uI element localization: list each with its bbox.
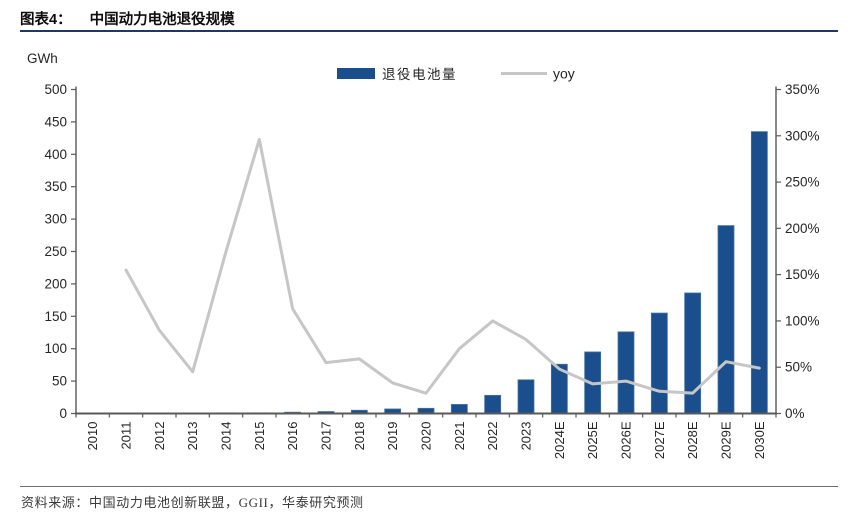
right-axis-tick-label: 0%	[785, 406, 805, 421]
x-axis-label-2028E: 2028E	[685, 421, 700, 459]
left-axis-tick-label: 50	[52, 374, 67, 389]
right-axis-tick-label: 150%	[785, 267, 820, 282]
x-axis-label-2021: 2021	[452, 422, 467, 451]
left-axis-tick-label: 400	[44, 147, 67, 162]
x-axis-label-2019: 2019	[385, 422, 400, 451]
left-axis-tick-label: 450	[44, 114, 67, 129]
x-axis-label-2016: 2016	[285, 422, 300, 451]
bar-2029E	[717, 225, 735, 414]
x-axis-label-2025E: 2025E	[585, 421, 600, 459]
yoy-line	[124, 137, 761, 395]
source-label: 资料来源：	[21, 495, 90, 510]
source-text: 中国动力电池创新联盟，GGII，华泰研究预测	[89, 495, 364, 510]
x-axis-label-2017: 2017	[319, 422, 334, 451]
x-axis-label-2023: 2023	[519, 422, 534, 451]
title-underline	[20, 30, 838, 32]
legend-bar-swatch	[337, 68, 375, 79]
x-axis-label-2012: 2012	[152, 422, 167, 451]
chart-svg: GWh 退役电池量 yoy 0 50 100 150 200 250 300 350 400 450 50…	[27, 51, 820, 459]
left-axis-tick-label: 500	[44, 82, 67, 97]
right-axis-tick-label: 100%	[785, 313, 820, 328]
left-axis-tick-label: 300	[44, 212, 67, 227]
x-axis-label-2030E: 2030E	[752, 421, 767, 459]
figure-title: 中国动力电池退役规模	[89, 12, 235, 28]
x-axis-label-2014: 2014	[219, 422, 234, 451]
bar-2023	[517, 379, 535, 414]
left-axis-tick-label: 150	[44, 309, 67, 324]
left-axis-unit-label: GWh	[27, 51, 58, 66]
bar-2028E	[684, 292, 702, 414]
figure-header: 图表4： 中国动力电池退役规模	[20, 8, 235, 29]
x-axis-label-2018: 2018	[352, 422, 367, 451]
x-axis-label-2020: 2020	[419, 422, 434, 451]
left-axis-tick-label: 0	[59, 406, 67, 421]
x-axis-label-2010: 2010	[85, 422, 100, 451]
bar-2021	[450, 404, 468, 414]
bar-2022	[484, 394, 502, 414]
legend-bar-label: 退役电池量	[382, 67, 457, 82]
figure-label: 图表4：	[20, 12, 72, 28]
right-axis-tick-label: 300%	[785, 128, 820, 143]
left-axis-tick-label: 350	[44, 179, 67, 194]
right-axis-tick-label: 250%	[785, 175, 820, 190]
x-axis-label-2027E: 2027E	[652, 421, 667, 459]
x-axis-label-2026E: 2026E	[619, 421, 634, 459]
x-axis-label-2015: 2015	[252, 422, 267, 451]
right-axis-tick-label: 350%	[785, 82, 820, 97]
left-axis-tick-label: 100	[44, 341, 67, 356]
source-divider	[20, 486, 838, 487]
bar-2030E	[750, 131, 768, 414]
x-axis-label-2013: 2013	[185, 422, 200, 451]
bar-2027E	[650, 312, 668, 414]
right-axis-tick-label: 200%	[785, 221, 820, 236]
source-line: 资料来源：中国动力电池创新联盟，GGII，华泰研究预测	[21, 492, 364, 511]
x-axis-label-2029E: 2029E	[719, 421, 734, 459]
legend-line-label: yoy	[553, 66, 575, 82]
bar-2026E	[617, 331, 635, 414]
left-axis-tick-label: 200	[44, 276, 67, 291]
left-axis-tick-label: 250	[44, 244, 67, 259]
x-axis-label-2011: 2011	[119, 422, 134, 450]
x-axis-label-2024E: 2024E	[552, 421, 567, 459]
x-axis-label-2022: 2022	[485, 421, 500, 450]
right-axis-tick-label: 50%	[785, 360, 812, 375]
